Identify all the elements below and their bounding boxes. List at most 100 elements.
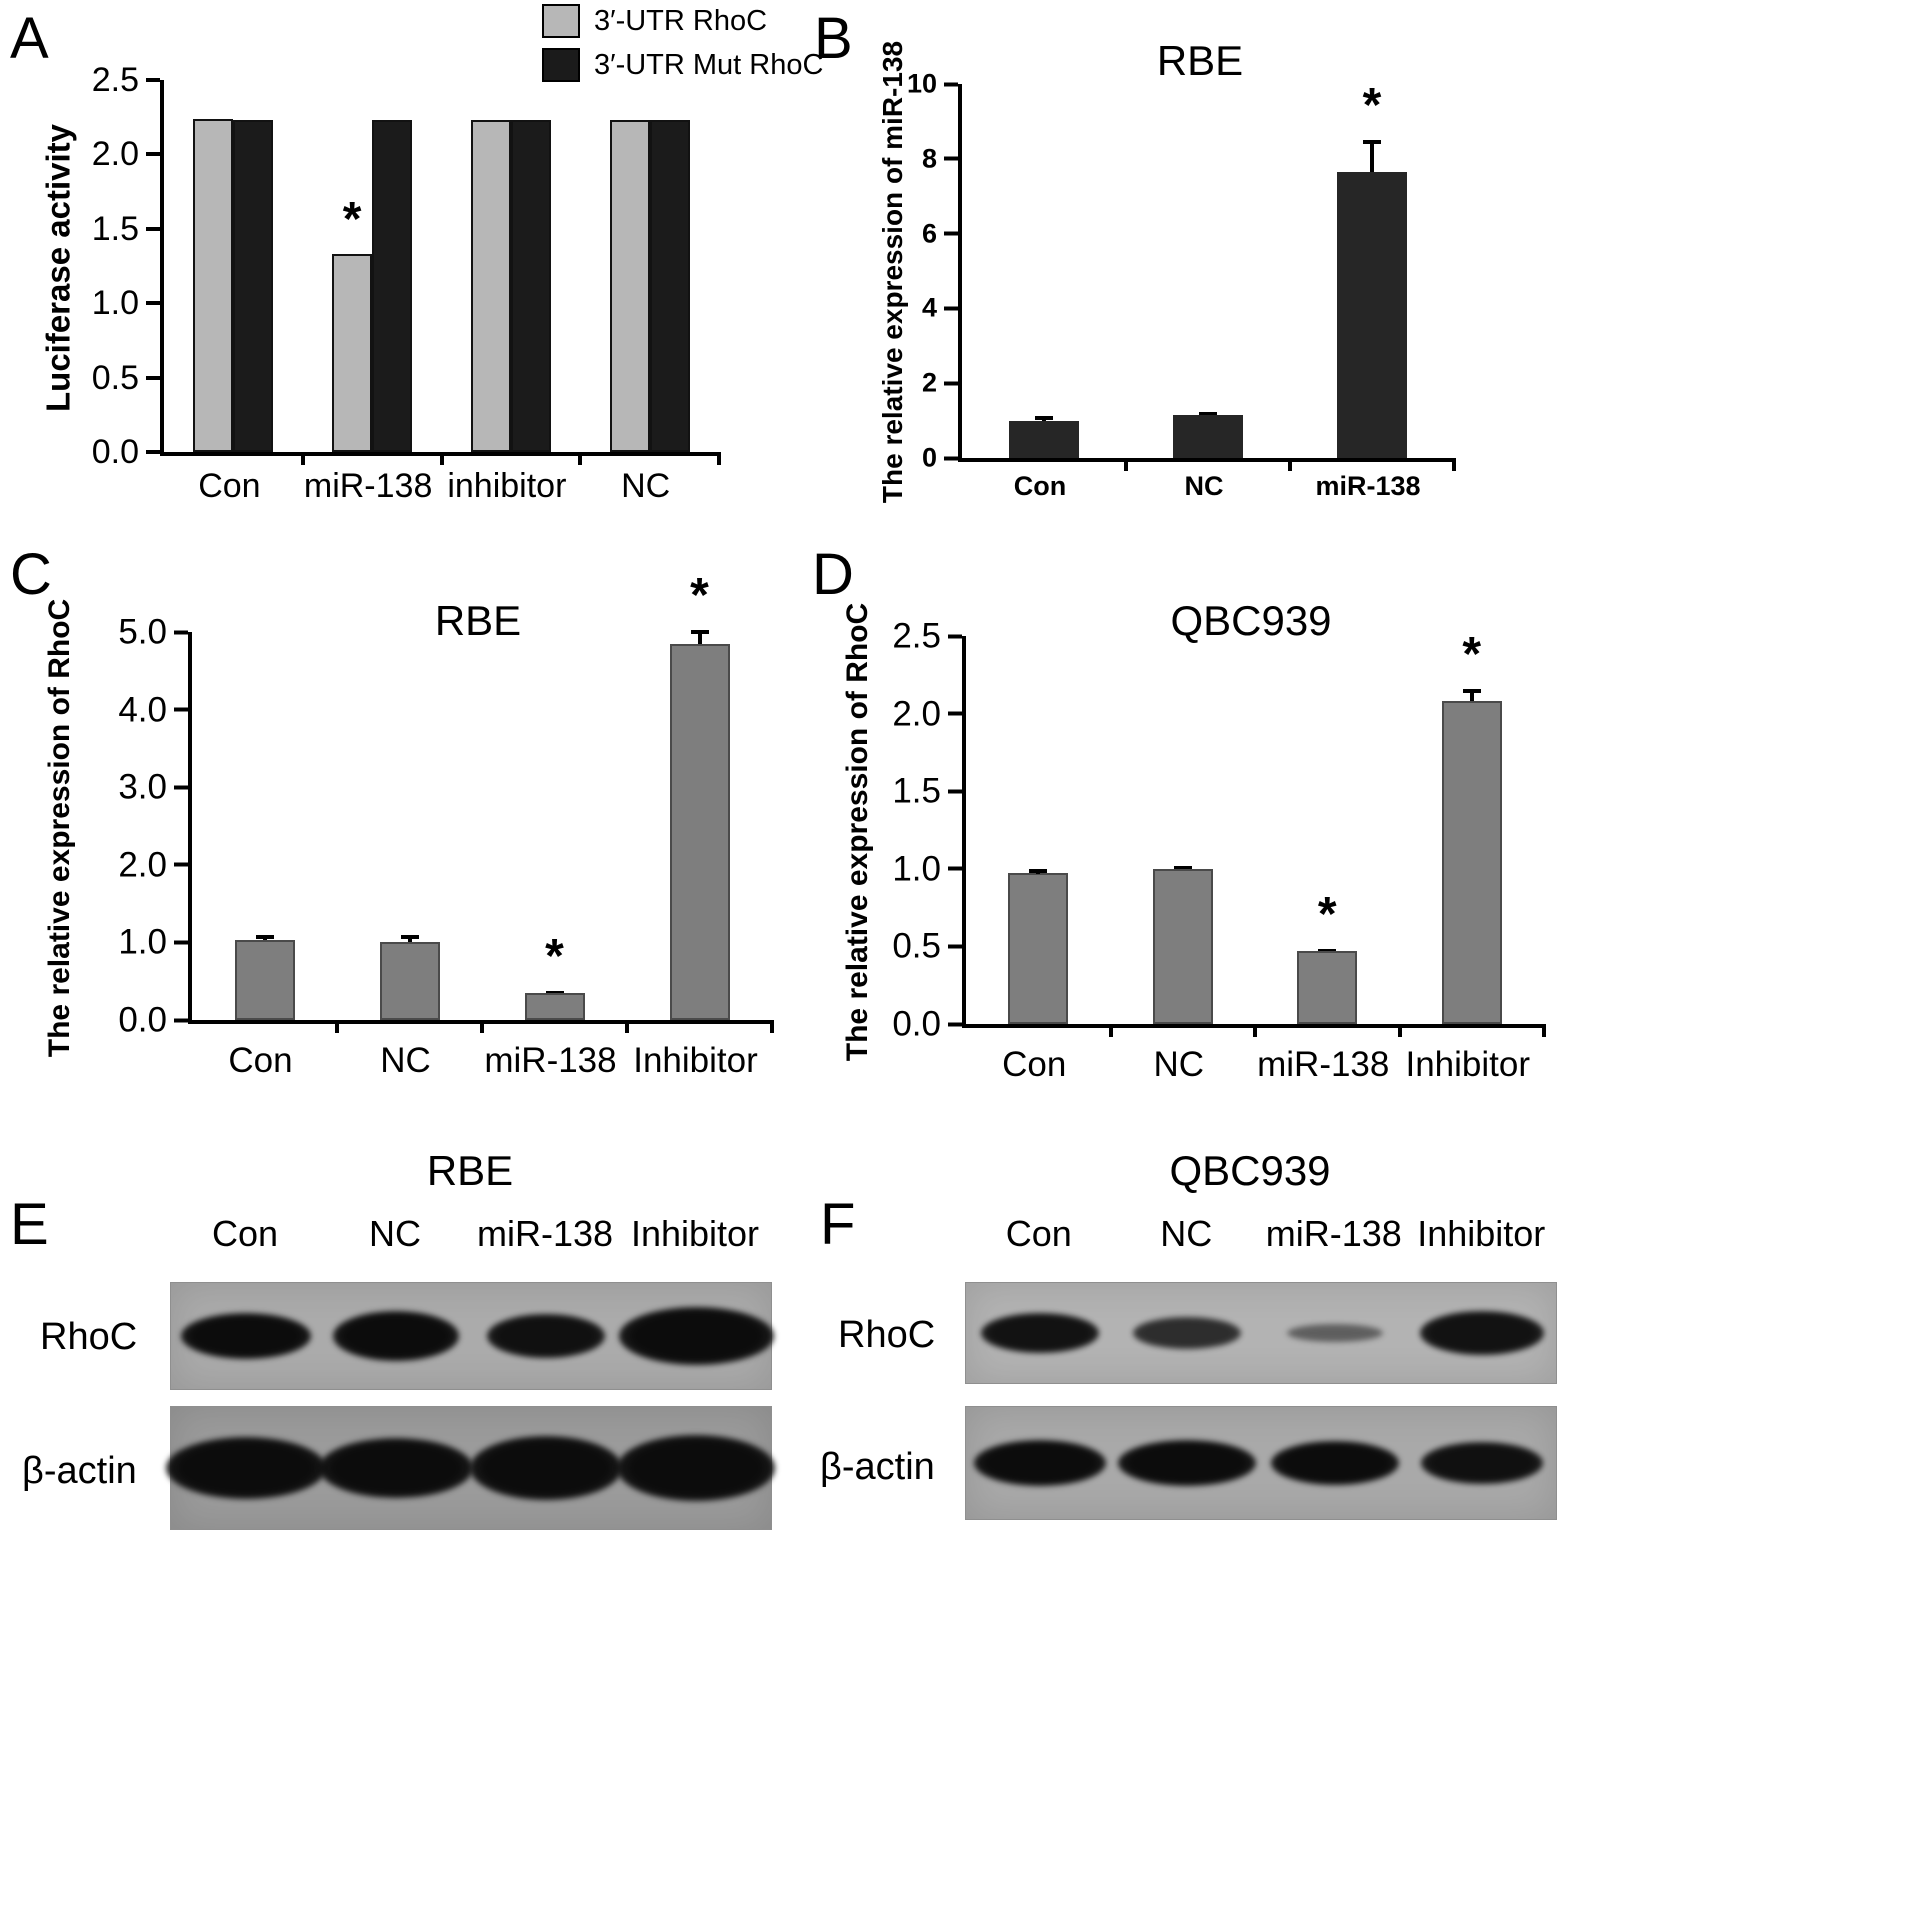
bar-group-mir-138: * [1290,82,1454,458]
chart-title-rbe: RBE [1156,37,1244,84]
blot-title-rbe: RBE [426,1147,514,1194]
lane-label-con: Con [211,1213,279,1254]
bar-con [1008,873,1069,1024]
y-axis-tick: 0.0 [118,1003,188,1038]
legend-item-utr-rhoc: 3′-UTR RhoC [542,4,823,38]
y-tick-label: 2.0 [892,694,941,734]
error-bar [1199,412,1217,415]
bar-inhibitor [1441,701,1502,1024]
y-tick-label: 4.0 [118,690,167,730]
x-tick-mark [439,452,444,465]
y-tick-mark [146,301,160,306]
error-bar-line [1370,144,1374,172]
bar-slot [1008,636,1069,1024]
y-axis-tick: 1.5 [892,774,962,809]
bar-group-mir-138: * [303,80,442,452]
x-axis-labels: Con NC miR-138 [958,471,1450,502]
y-axis: 2.5 2.0 1.5 1.0 0.5 0.0 [60,63,160,469]
x-tick-mark [335,1020,339,1033]
y-tick-mark [174,785,188,790]
x-category-label: Inhibitor [1405,1045,1531,1084]
y-tick-mark [948,789,962,794]
y-axis-tick: 10 [906,68,958,99]
x-axis-labels: Con miR-138 inhibitor NC [160,467,715,505]
y-tick-label: 0.0 [892,1004,941,1044]
lane-label-mir-138: miR-138 [476,1213,614,1254]
y-tick-mark [944,456,958,460]
plot-area: * * [188,571,774,1033]
y-tick-mark [948,711,962,716]
blot-row-label-rhoc: RhoC [838,1314,936,1356]
bar-slot [234,632,295,1020]
error-bar-cap [1462,688,1481,693]
y-tick-label: 1.5 [892,771,941,811]
bar-nc [1173,415,1243,458]
bar-group-con [192,632,337,1020]
lane-labels: Con NC miR-138 Inhibitor [965,1216,1555,1252]
error-bar-cap [1035,416,1053,421]
error-bar-line [1469,692,1474,702]
x-tick-mark [1542,1024,1546,1037]
blot-title-qbc939: QBC939 [1169,1147,1331,1194]
bar-inhibitor [470,120,511,452]
error-bar-cap [1029,868,1048,873]
y-axis-tick: 2.0 [118,847,188,882]
error-bar [1173,865,1192,869]
bar-group-nc [1126,84,1290,458]
y-tick-label: 2.5 [892,616,941,656]
error-bar [545,991,564,993]
significance-asterisk: * [545,930,564,984]
y-axis-tick: 0.0 [92,435,160,469]
bar-slot [1173,84,1243,458]
blot-band [1421,1442,1544,1484]
y-axis-tick: 0 [922,444,958,472]
x-category-label: miR-138 [1315,471,1421,501]
error-bar [400,935,419,943]
lane-label-nc: NC [369,1213,421,1254]
y-tick-mark [174,940,188,945]
bar-group-inhibitor [442,80,581,452]
x-tick-mark [578,452,583,465]
y-tick-label: 6 [921,218,937,249]
bar-inhibitor [669,643,730,1020]
blot-row-label-rhoc: RhoC [40,1316,138,1358]
y-axis-tick: 6 [922,220,958,247]
blot-band [617,1435,775,1501]
error-bar-cap [1173,865,1192,869]
legend-swatch-utr-rhoc [542,4,580,38]
y-tick-label: 0.5 [892,926,941,966]
x-category-label: Con [1013,471,1067,501]
y-tick-mark [944,156,958,161]
chart-title-qbc939: QBC939 [1170,597,1332,644]
legend: 3′-UTR RhoC 3′-UTR Mut RhoC [542,4,823,82]
x-tick-mark [1397,1024,1402,1037]
error-bar [1029,868,1048,874]
y-axis-tick: 2.5 [892,619,962,654]
y-tick-mark [146,450,160,454]
bar-group-nc [1111,636,1256,1024]
y-tick-label: 1.0 [892,849,941,889]
y-tick-label: 10 [906,68,937,99]
x-category-label: NC [621,467,671,505]
x-category-label: NC [1153,1045,1205,1084]
x-category-label: Inhibitor [633,1041,758,1080]
y-tick-label: 3.0 [118,767,167,807]
x-tick-mark [1123,458,1128,471]
error-bar-line [697,633,702,644]
blot-band [181,1313,311,1359]
y-axis-tick: 1.0 [118,925,188,960]
panel-letter-a: A [10,6,49,71]
blot-row-label-actin: β-actin [22,1450,137,1492]
y-tick-label: 0.0 [91,433,139,471]
x-category-label: Con [228,1041,293,1080]
bar-slot [193,80,234,452]
y-axis-tick: 0.0 [892,1007,962,1042]
bar-slot [233,80,274,452]
y-tick-mark [146,152,160,157]
lane-labels: Con NC miR-138 Inhibitor [170,1216,770,1252]
western-blot-rhoc-rbe [170,1282,774,1390]
blot-band [333,1311,459,1361]
x-tick-mark [625,1020,629,1033]
bar-con [193,118,234,452]
